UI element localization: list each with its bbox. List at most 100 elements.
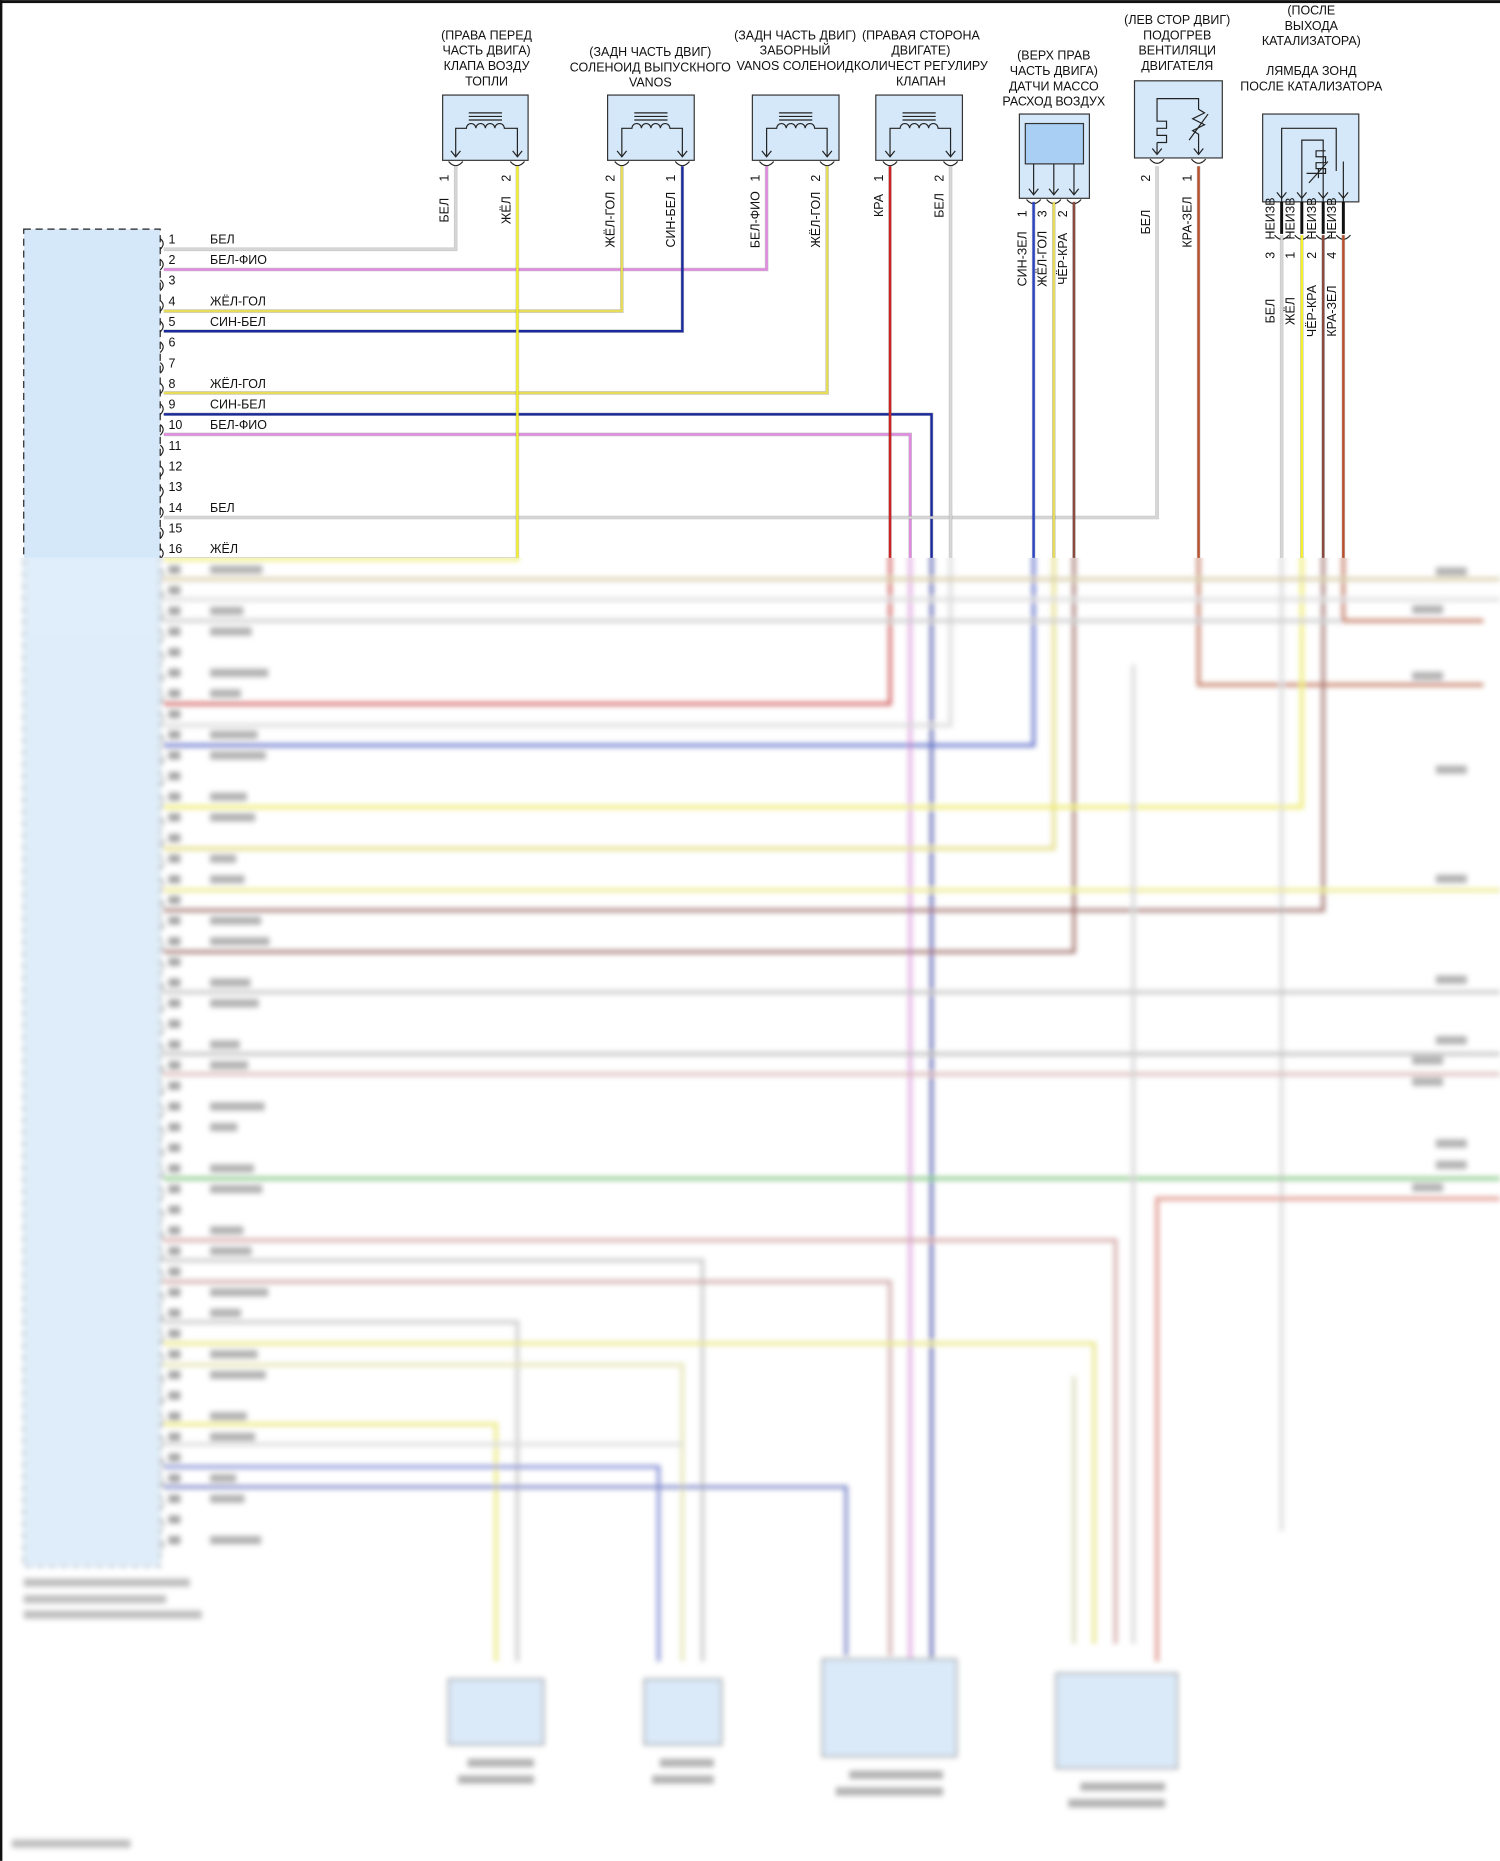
component-box-blurred	[643, 1678, 723, 1746]
component-title: (ПРАВА ПЕРЕД	[441, 28, 532, 42]
component-pin-wire-label: СИН-БЕЛ	[664, 192, 678, 248]
pin-connector-icon	[159, 1456, 164, 1469]
wire-blurred-edge	[163, 1341, 1097, 1644]
module-pin-number-blurred	[168, 1102, 181, 1111]
component-pin-wire-label: КРА-ЗЕЛ	[1325, 285, 1339, 336]
pin-connector-icon	[159, 816, 164, 828]
wire	[949, 166, 952, 558]
component-pin-wire-label: ЖЁЛ-ГОЛ	[604, 192, 618, 248]
pin-connector-icon	[159, 589, 164, 601]
module-pin-number-blurred	[168, 978, 181, 987]
module-pin-number-blurred	[168, 627, 181, 636]
pin-arrow-icon	[1276, 191, 1287, 200]
wire	[516, 166, 519, 558]
pin-arrow-icon	[761, 150, 772, 158]
pin-arrow-icon	[450, 150, 461, 158]
module-pin-number: 10	[169, 418, 183, 432]
pin-arrow-icon	[512, 150, 523, 158]
component-box-blurred	[821, 1658, 958, 1758]
component-pin-number: 2	[1305, 252, 1319, 259]
wire	[163, 557, 519, 561]
component-pin-wire-label: ЖЁЛ	[499, 196, 513, 224]
pin-connector-icon	[159, 1105, 164, 1117]
module-pin-label-blurred	[210, 1122, 238, 1132]
pin-connector-icon	[159, 1084, 164, 1097]
component-pin-wire-label: ЖЁЛ-ГОЛ	[1036, 231, 1050, 287]
module-pin-number-blurred	[168, 668, 181, 678]
solenoid-core-icon	[902, 112, 936, 121]
maf-sensor-element-icon	[1024, 122, 1085, 165]
pin-connector-icon	[159, 795, 164, 808]
component-pin-number: 2	[499, 175, 513, 182]
module-pin-number: 12	[169, 460, 183, 474]
component-title: (ЗАДН ЧАСТЬ ДВИГ)	[589, 45, 711, 59]
wire	[163, 557, 892, 706]
module-pin-number-blurred	[168, 1515, 181, 1524]
pin-connector-icon	[159, 836, 164, 849]
module-pin-label-blurred	[210, 1061, 249, 1070]
component-pin-number: 3	[1036, 210, 1050, 217]
component-title: КОЛИЧЕСТ РЕГУЛИРУ	[854, 59, 988, 73]
pin-connector-icon	[159, 1497, 164, 1510]
module-pin-number-blurred	[168, 565, 181, 574]
module-pin-number-blurred	[168, 1494, 181, 1503]
module-pin-wire-label: СИН-БЕЛ	[210, 315, 266, 329]
module-pin-number-blurred	[168, 606, 181, 616]
wire	[163, 166, 624, 313]
wire	[163, 557, 1076, 954]
pin-arrow-icon	[1151, 148, 1163, 156]
heater-element-icon	[1156, 98, 1206, 154]
pin-connector-icon	[159, 898, 164, 911]
wire-blurred	[163, 1422, 498, 1662]
pin-connector-icon	[159, 1311, 164, 1324]
engine-control-module-box	[23, 228, 161, 558]
solenoid-coil-icon	[455, 123, 518, 156]
wire-edge	[163, 166, 1159, 520]
module-pin-label-blurred	[210, 1535, 262, 1545]
component-title: ЗАБОРНЫЙ	[760, 43, 831, 58]
module-pin-label-blurred	[210, 916, 262, 925]
pin-connector-icon	[159, 506, 164, 519]
component-box-blurred	[1055, 1672, 1179, 1770]
module-pin-label-blurred	[210, 1102, 265, 1111]
wire-edge	[1052, 201, 1056, 558]
pin-connector-icon	[159, 775, 164, 787]
module-pin-number: 14	[169, 501, 183, 515]
wire	[1197, 557, 1484, 687]
wire	[164, 166, 1157, 517]
wire	[1072, 201, 1076, 558]
module-pin-label-blurred	[210, 689, 241, 698]
module-pin-number-blurred	[168, 833, 181, 843]
wire-label-blurred	[1412, 1077, 1444, 1086]
wire	[163, 166, 684, 333]
pin-arrow-icon	[884, 150, 896, 158]
upper-section: 1 БЕЛ 2 БЕЛ-ФИО 3 4 ЖЁЛ-ГОЛ 5 СИН-БЕЛ 6 7 8 ЖЁЛ-ГОЛ 9…	[23, 3, 1383, 558]
pin-connector-icon	[159, 671, 164, 684]
module-pin-number: 1	[169, 232, 176, 246]
component-pin-wire-label: ЧЁР-КРА	[1056, 232, 1070, 285]
module-pin-number: 4	[169, 294, 176, 308]
solenoid-core-icon	[779, 112, 813, 121]
wire-edge	[1341, 235, 1346, 558]
wire-blurred-edge	[1154, 1196, 1500, 1662]
wire-edge	[1300, 235, 1304, 558]
component-pin-wire-label: КРА-ЗЕЛ	[1180, 196, 1194, 247]
wire-label-blurred	[1412, 1056, 1444, 1065]
module-pin-number: 15	[169, 521, 183, 535]
component-title: ТОПЛИ	[465, 75, 508, 89]
pin-arrow-icon	[616, 150, 628, 158]
wire-blurred	[163, 1341, 1096, 1644]
pin-connector-icon	[159, 258, 164, 271]
pin-connector-icon	[159, 300, 164, 312]
module-pin-label-blurred	[210, 751, 266, 760]
pin-connector-icon	[159, 1249, 164, 1262]
wire-label-blurred	[1412, 605, 1444, 614]
pin-connector-icon	[159, 1126, 164, 1138]
component-title: (ПОСЛЕ	[1287, 3, 1335, 17]
module-pin-number-blurred	[168, 1391, 181, 1400]
wire-label-blurred	[1435, 1160, 1467, 1170]
component-title-blurred	[1068, 1799, 1166, 1808]
pin-connector-icon	[1191, 158, 1207, 164]
pin-connector-icon	[614, 161, 630, 167]
pin-connector-icon	[159, 692, 164, 705]
